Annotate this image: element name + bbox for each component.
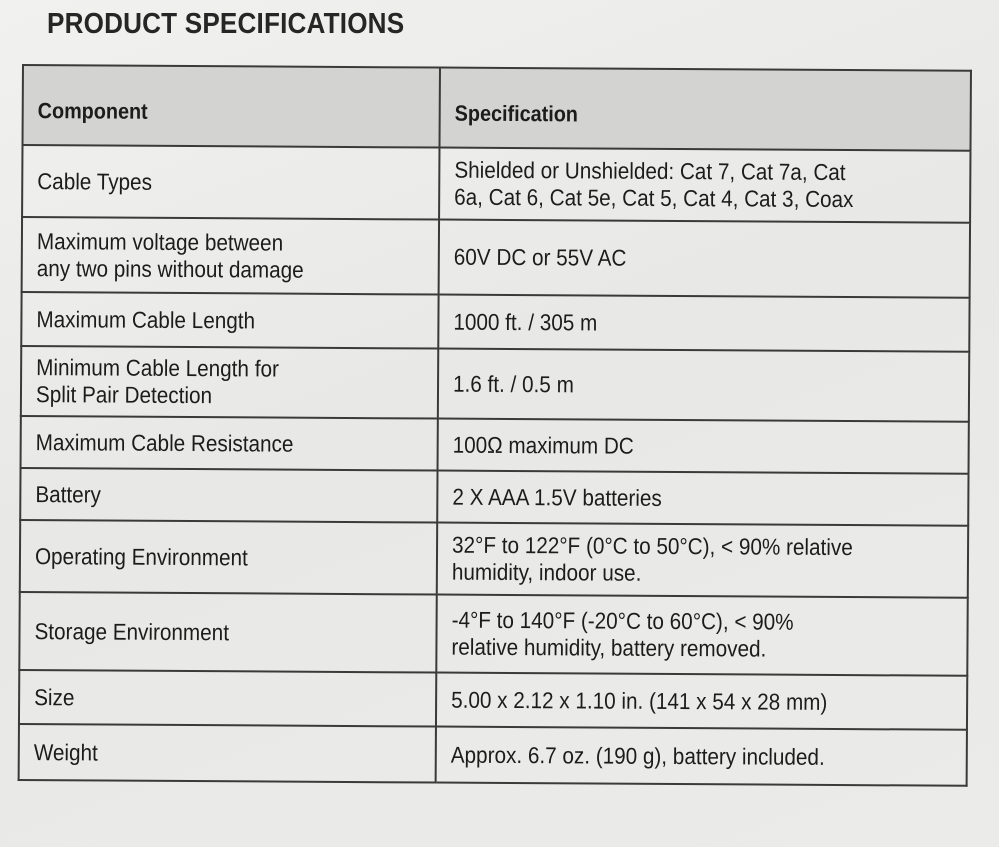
specification-cell: Approx. 6.7 oz. (190 g), battery include… — [435, 726, 967, 786]
component-cell: Cable Types — [22, 145, 440, 220]
component-cell: Weight — [18, 723, 436, 783]
specification-value: 100Ω maximum DC — [452, 431, 634, 459]
table-row: Battery 2 X AAA 1.5V batteries — [20, 467, 969, 526]
table-row: Minimum Cable Length for Split Pair Dete… — [20, 346, 970, 422]
table-header-row: Component Specification — [22, 65, 971, 151]
header-specification-label: Specification — [454, 100, 578, 126]
specification-value: 1000 ft. / 305 m — [453, 308, 598, 336]
table-row: Weight Approx. 6.7 oz. (190 g), battery … — [18, 723, 967, 786]
component-cell: Battery — [20, 467, 438, 523]
component-label: Minimum Cable Length for Split Pair Dete… — [35, 354, 279, 409]
table-row: Operating Environment 32°F to 122°F (0°C… — [19, 519, 969, 598]
specification-cell: 5.00 x 2.12 x 1.10 in. (141 x 54 x 28 mm… — [435, 672, 968, 730]
component-cell: Storage Environment — [19, 591, 437, 673]
specification-value: 60V DC or 55V AC — [453, 243, 627, 271]
component-cell: Maximum voltage between any two pins wit… — [21, 217, 439, 295]
specification-value: 5.00 x 2.12 x 1.10 in. (141 x 54 x 28 mm… — [450, 686, 828, 715]
specification-value: -4°F to 140°F (-20°C to 60°C), < 90% rel… — [451, 606, 794, 662]
table-row: Cable Types Shielded or Unshielded: Cat … — [22, 145, 971, 223]
component-label: Cable Types — [37, 167, 153, 195]
component-cell: Size — [18, 669, 436, 727]
table-row: Storage Environment -4°F to 140°F (-20°C… — [19, 591, 968, 676]
specification-value: Approx. 6.7 oz. (190 g), battery include… — [450, 741, 825, 770]
component-label: Storage Environment — [34, 617, 230, 645]
table-row: Maximum Cable Length 1000 ft. / 305 m — [21, 292, 970, 352]
component-label: Weight — [33, 738, 98, 765]
component-label: Maximum voltage between any two pins wit… — [36, 227, 304, 283]
specification-value: 1.6 ft. / 0.5 m — [452, 370, 574, 397]
component-label: Battery — [35, 480, 102, 507]
component-cell: Minimum Cable Length for Split Pair Dete… — [20, 346, 438, 419]
component-label: Size — [34, 683, 75, 710]
component-label: Operating Environment — [34, 542, 248, 570]
specification-value: 32°F to 122°F (0°C to 50°C), < 90% relat… — [451, 531, 853, 586]
header-component-label: Component — [37, 97, 148, 124]
header-component: Component — [22, 65, 440, 148]
specification-value: Shielded or Unshielded: Cat 7, Cat 7a, C… — [453, 156, 854, 213]
component-label: Maximum Cable Length — [36, 305, 256, 333]
specification-cell: 60V DC or 55V AC — [438, 219, 971, 298]
table-row: Maximum voltage between any two pins wit… — [21, 217, 971, 298]
component-cell: Maximum Cable Length — [21, 292, 439, 349]
specification-cell: -4°F to 140°F (-20°C to 60°C), < 90% rel… — [435, 594, 968, 676]
page-title: PRODUCT SPECIFICATIONS — [47, 8, 405, 40]
specification-cell: 1000 ft. / 305 m — [437, 294, 970, 352]
specification-value: 2 X AAA 1.5V batteries — [451, 483, 662, 511]
spec-table: Component Specification Cable Types Shie… — [18, 64, 972, 787]
header-specification: Specification — [439, 67, 971, 151]
table-row: Size 5.00 x 2.12 x 1.10 in. (141 x 54 x … — [18, 669, 968, 730]
specification-cell: 2 X AAA 1.5V batteries — [436, 470, 969, 526]
component-label: Maximum Cable Resistance — [35, 428, 294, 457]
component-cell: Maximum Cable Resistance — [20, 415, 438, 471]
specification-cell: 32°F to 122°F (0°C to 50°C), < 90% relat… — [436, 522, 969, 598]
specification-cell: Shielded or Unshielded: Cat 7, Cat 7a, C… — [438, 147, 971, 223]
table-row: Maximum Cable Resistance 100Ω maximum DC — [20, 415, 969, 474]
specification-cell: 1.6 ft. / 0.5 m — [437, 348, 970, 422]
component-cell: Operating Environment — [19, 519, 437, 595]
specification-cell: 100Ω maximum DC — [437, 418, 969, 474]
